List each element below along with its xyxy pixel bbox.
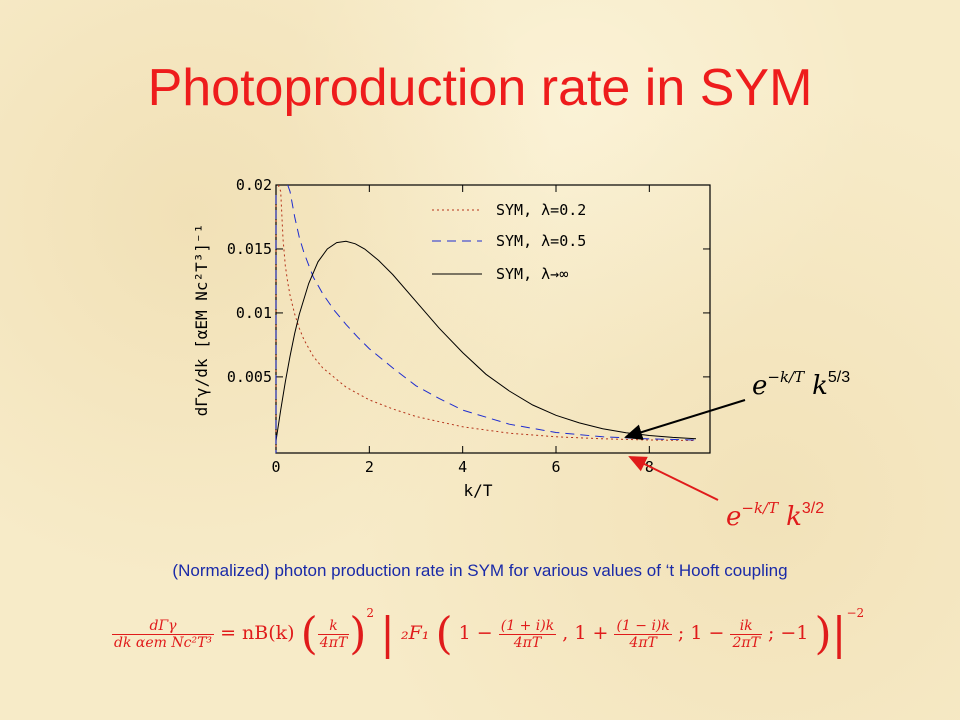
- arg3-prefix: ; 1 −: [677, 622, 725, 644]
- arg1-fraction: (1 + i)k 4πT: [498, 617, 557, 651]
- legend-label-lambda-inf: SYM, λ→∞: [496, 265, 568, 283]
- red-arrow-annotation: e−k/T k3/2: [726, 499, 824, 532]
- arg1-numerator: (1 + i)k: [498, 617, 557, 635]
- x-tick-label: 2: [365, 458, 374, 476]
- arg2-prefix: , 1 +: [562, 622, 609, 644]
- k-numerator: k: [317, 618, 350, 635]
- arg2-denominator: 4πT: [629, 634, 657, 651]
- series-lambda-0-2: [277, 184, 697, 441]
- y-tick-label: 0.015: [227, 240, 272, 258]
- black-arrow-annotation: e−k/T k5/3: [752, 368, 850, 401]
- inner-exponent: 2: [366, 606, 375, 620]
- red-annotation-exp: −k/T: [741, 499, 779, 517]
- red-annotation-base: e: [726, 502, 741, 532]
- black-arrow: [624, 399, 746, 440]
- k-fraction: k 4πT: [317, 618, 350, 651]
- series-lambda-inf: [275, 240, 697, 441]
- y-tick-label: 0.01: [236, 304, 272, 322]
- black-annotation-base: e: [752, 371, 767, 401]
- x-tick-label: 0: [271, 458, 280, 476]
- y-tick-label: 0.02: [236, 176, 272, 194]
- x-tick-label: 4: [458, 458, 467, 476]
- plot-frame: [275, 184, 711, 454]
- equals-nb: = nB(k): [220, 622, 295, 644]
- red-arrow: [628, 456, 719, 501]
- arg3-numerator: ik: [730, 618, 762, 635]
- black-annotation-pow: 5/3: [828, 369, 850, 386]
- lhs-denominator: dk αem Nc²T³: [114, 634, 213, 651]
- caption: (Normalized) photon production rate in S…: [172, 561, 788, 580]
- arg3-fraction: ik 2πT: [730, 618, 762, 651]
- lhs-fraction: dΓγ dk αem Nc²T³: [112, 618, 215, 651]
- y-axis-label: dΓγ/dk [αEM Nc²T³]⁻¹: [192, 224, 211, 417]
- legend-label-lambda-0-2: SYM, λ=0.2: [496, 201, 586, 219]
- rate-formula: dΓγ dk αem Nc²T³ = nB(k) ( k 4πT )2 | ₂F…: [112, 606, 865, 660]
- k-denominator: 4πT: [319, 634, 348, 651]
- legend-label-lambda-0-5: SYM, λ=0.5: [496, 232, 586, 250]
- arg3-denominator: 2πT: [732, 634, 760, 651]
- arg4: ; −1: [767, 622, 809, 644]
- arg2-fraction: (1 − i)k 4πT: [614, 617, 672, 651]
- black-annotation-k: k: [812, 371, 828, 401]
- lhs-numerator: dΓγ: [112, 618, 215, 635]
- black-annotation-exp: −k/T: [767, 368, 805, 386]
- x-tick-label: 6: [551, 458, 560, 476]
- slide-title: Photoproduction rate in SYM: [147, 59, 813, 117]
- svg-text:e−k/Tk3/2: e−k/T k3/2: [726, 499, 824, 532]
- red-annotation-k: k: [786, 502, 802, 532]
- arg1-denominator: 4πT: [513, 634, 542, 651]
- series-lambda-0-5: [287, 184, 697, 441]
- svg-text:e−k/Tk5/3: e−k/T k5/3: [752, 368, 850, 401]
- hypergeometric: ₂F₁: [400, 622, 430, 644]
- outer-exponent: −2: [846, 606, 865, 620]
- legend: SYM, λ=0.2 SYM, λ=0.5 SYM, λ→∞: [432, 201, 586, 283]
- y-tick-label: 0.005: [227, 368, 272, 386]
- red-annotation-pow: 3/2: [802, 500, 824, 517]
- arg1-prefix: 1 −: [458, 622, 493, 644]
- x-axis-label: k/T: [464, 481, 493, 500]
- arg2-numerator: (1 − i)k: [614, 617, 672, 635]
